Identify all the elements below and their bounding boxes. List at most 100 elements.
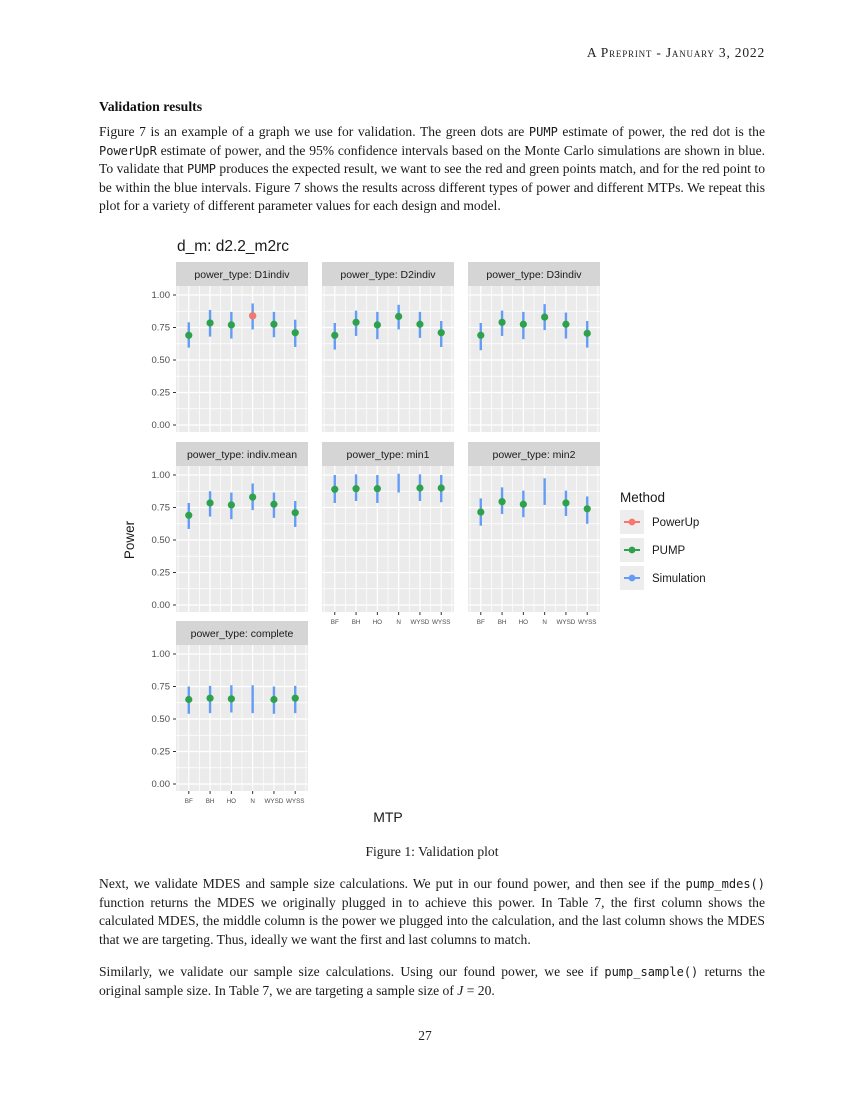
section-heading: Validation results: [99, 99, 203, 114]
point-pump: [395, 312, 403, 321]
x-tick-label: WYSD: [556, 619, 575, 626]
text-run: produces the expected result, we want to…: [99, 161, 765, 214]
x-tick-label: BH: [206, 798, 215, 805]
point-pump: [270, 695, 278, 704]
x-tick-label: WYSS: [578, 619, 597, 626]
y-tick-label: 0.00: [152, 779, 171, 790]
y-tick-label: 0.00: [152, 420, 171, 431]
legend-key-dot: [628, 518, 636, 526]
point-pump: [519, 500, 527, 508]
text-run: estimate of power, the red dot is the: [557, 124, 766, 139]
legend-key-dot: [628, 574, 636, 582]
point-pump: [583, 329, 591, 337]
x-tick-label: BF: [477, 619, 485, 626]
x-axis-title: MTP: [373, 809, 403, 825]
legend-label: Simulation: [652, 573, 706, 585]
point-pump: [206, 499, 214, 507]
facet-strip-label: power_type: D1indiv: [194, 269, 290, 281]
chart-title: d_m: d2.2_m2rc: [177, 238, 289, 255]
point-pump: [331, 485, 339, 493]
point-pump: [416, 484, 424, 492]
legend-label: PUMP: [652, 545, 686, 557]
text-run: = 20.: [463, 982, 495, 998]
point-pump: [270, 320, 278, 328]
running-header: A Preprint - January 3, 2022: [586, 45, 765, 60]
facet-strip: [468, 442, 600, 466]
x-tick-label: BH: [498, 619, 507, 626]
y-tick-label: 0.25: [152, 568, 171, 579]
facet-strip: [322, 442, 454, 466]
facet-strip: [468, 262, 600, 286]
y-tick-label: 0.50: [152, 355, 171, 366]
point-pump: [477, 508, 485, 516]
facet-strip: [176, 442, 308, 466]
validation-chart: d_m: d2.2_m2rc power_type: D1indiv 1.00 0.7…: [122, 238, 706, 825]
x-tick-label: WYSD: [264, 798, 283, 805]
page-number: 27: [418, 1028, 432, 1043]
inline-code: pump_mdes(): [685, 877, 765, 891]
point-pump: [352, 485, 360, 493]
x-tick-label: HO: [519, 619, 529, 626]
legend-label: PowerUp: [652, 517, 699, 529]
point-pump: [331, 331, 339, 339]
inline-code: pump_sample(): [604, 965, 699, 979]
y-tick-label: 1.00: [152, 649, 171, 660]
y-tick-label: 0.50: [152, 535, 171, 546]
point-pump: [227, 321, 235, 329]
point-pump: [583, 505, 591, 513]
x-tick-label: BH: [352, 619, 361, 626]
x-tick-label: BF: [185, 798, 193, 805]
y-axis-title: Power: [122, 520, 137, 559]
x-tick-label: N: [396, 619, 401, 626]
point-pump: [270, 500, 278, 508]
x-tick-label: N: [542, 619, 547, 626]
paragraph-sample-validation: Similarly, we validate our sample size c…: [99, 963, 765, 1000]
y-tick-label: 0.25: [152, 747, 171, 758]
y-tick-label: 0.25: [152, 388, 171, 399]
x-tick-label: N: [250, 798, 255, 805]
point-pump: [227, 695, 235, 703]
facet-strip: [322, 262, 454, 286]
x-tick-label: BF: [331, 619, 339, 626]
y-tick-label: 0.00: [152, 600, 171, 611]
point-pump: [206, 694, 214, 702]
point-pump: [185, 331, 193, 339]
facet-strip-label: power_type: D3indiv: [486, 269, 582, 281]
text-run: function returns the MDES we originally …: [99, 894, 765, 947]
text-run: estimate of power, and the 95% confidenc…: [99, 142, 765, 177]
y-tick-label: 0.75: [152, 503, 171, 514]
point-pump: [352, 318, 360, 326]
legend-key-dot: [628, 546, 636, 554]
facet-strip-label: power_type: D2indiv: [340, 269, 436, 281]
point-pump: [519, 320, 527, 328]
facet-strip-label: power_type: min1: [347, 449, 430, 461]
y-tick-label: 0.75: [152, 682, 171, 693]
point-pump: [477, 331, 485, 339]
x-tick-label: HO: [373, 619, 383, 626]
x-tick-label: WYSS: [432, 619, 451, 626]
point-pump: [227, 501, 235, 509]
y-tick-label: 1.00: [152, 290, 171, 301]
point-pump: [291, 509, 299, 517]
paragraph-mdes-validation: Next, we validate MDES and sample size c…: [99, 875, 765, 949]
y-tick-label: 1.00: [152, 470, 171, 481]
x-tick-label: WYSS: [286, 798, 305, 805]
text-run: returns the original sample size. In Tab…: [99, 964, 765, 998]
inline-code: PUMP: [187, 162, 216, 177]
point-pump: [498, 318, 506, 326]
point-pump: [541, 313, 549, 321]
x-tick-label: WYSD: [410, 619, 429, 626]
inline-code: PUMP: [528, 125, 558, 139]
point-pump: [562, 320, 570, 328]
point-pump: [185, 695, 193, 704]
validation-figure: d_m: d2.2_m2rc power_type: D1indiv 1.00 0.7…: [110, 230, 750, 830]
figure-caption: Figure 1: Validation plot: [365, 844, 499, 859]
facet-strip-label: power_type: complete: [191, 628, 294, 640]
point-pump: [373, 485, 381, 493]
paragraph-validation-intro: Figure 7 is an example of a graph we use…: [99, 123, 765, 216]
point-pump: [437, 484, 445, 492]
inline-code: PowerUpR: [99, 143, 157, 158]
y-tick-label: 0.75: [152, 323, 171, 334]
x-tick-label: HO: [227, 798, 237, 805]
